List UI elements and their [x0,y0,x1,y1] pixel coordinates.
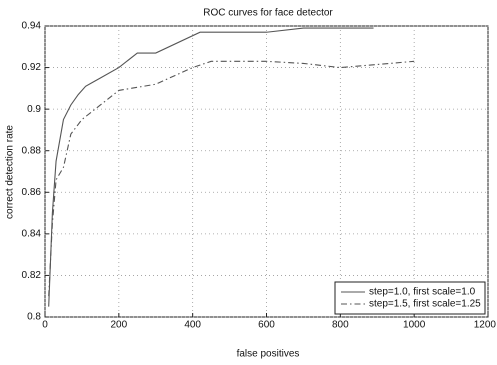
y-tick-label: 0.82 [22,270,42,281]
y-tick-label: 0.84 [22,228,42,239]
x-tick-label: 600 [258,320,275,331]
y-axis-label: correct detection rate [5,125,16,219]
x-tick-label: 1200 [474,320,497,331]
y-tick-label: 0.86 [22,187,42,198]
x-tick-label: 400 [184,320,201,331]
line-series [48,60,415,297]
x-tick-label: 800 [332,320,349,331]
legend-box [334,281,486,315]
x-tick-label: 200 [110,320,127,331]
y-tick-label: 0.88 [22,145,42,156]
plot-frame [44,25,489,318]
line-series [48,27,374,307]
x-tick-label: 1000 [403,320,426,331]
chart-title: ROC curves for face detector [203,8,333,19]
x-axis-label: false positives [237,349,300,360]
y-tick-label: 0.94 [22,21,42,32]
y-tick-label: 0.8 [27,312,41,323]
legend-label: step=1.0, first scale=1.0 [369,287,476,298]
y-tick-label: 0.9 [27,104,41,115]
legend-label: step=1.5, first scale=1.25 [369,299,481,310]
y-tick-label: 0.92 [22,62,42,73]
x-tick-label: 0 [42,320,48,331]
